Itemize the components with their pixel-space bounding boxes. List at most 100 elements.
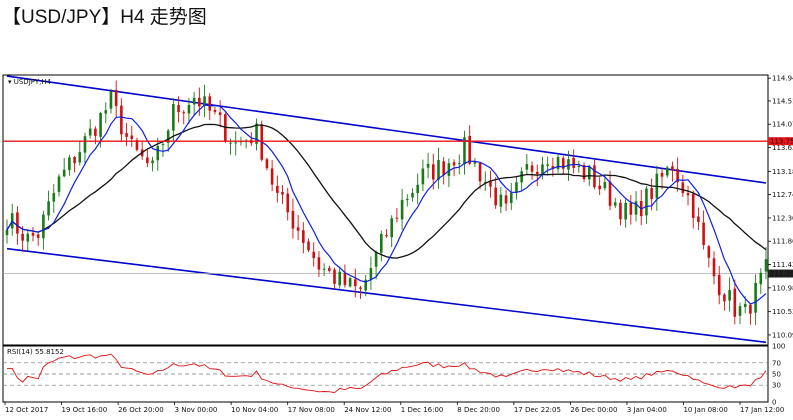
- candle-body: [322, 268, 326, 270]
- candle-body: [99, 112, 102, 137]
- candle-body: [296, 227, 300, 231]
- candle-body: [546, 164, 549, 166]
- candle-body: [759, 272, 763, 285]
- candle-body: [359, 287, 362, 289]
- candle-body: [338, 271, 342, 286]
- candle-body: [697, 216, 700, 223]
- candle-body: [717, 275, 721, 296]
- candle-body: [380, 233, 383, 253]
- candle-body: [385, 235, 388, 237]
- candle-body: [265, 159, 269, 169]
- channel-upper-line: [6, 75, 767, 184]
- candle-body: [343, 272, 347, 286]
- candle-body: [535, 171, 539, 175]
- candle-body: [587, 166, 591, 180]
- candle-body: [395, 217, 399, 219]
- candle-body: [686, 193, 690, 196]
- x-tick-label: 26 Dec 00:00: [570, 406, 617, 414]
- rsi-tick-label: 0: [772, 399, 776, 407]
- candle-body: [348, 278, 352, 287]
- candle-body: [515, 182, 518, 193]
- current-price-tag-bg: [768, 269, 793, 278]
- candle-body: [613, 202, 617, 206]
- candle-body: [364, 279, 368, 291]
- candle-body: [426, 163, 430, 168]
- candle-body: [681, 182, 685, 194]
- candle-body: [42, 214, 45, 239]
- axis-layer: 114.94 114.51 114.07 113.63 113.18 112.74 112.…: [4, 75, 793, 414]
- y-tick-label: 112.74: [772, 191, 793, 199]
- candle-body: [104, 110, 108, 114]
- candle-body: [494, 187, 497, 206]
- candle-body: [421, 168, 425, 185]
- candle-body: [598, 185, 601, 190]
- resistance-price-tag-bg: [768, 137, 793, 146]
- candle-body: [660, 172, 664, 177]
- y-tick-label: 110.53: [772, 308, 793, 316]
- x-tick-label: 19 Oct 16:00: [62, 406, 108, 414]
- candle-body: [749, 304, 752, 314]
- x-tick-label: 10 Jan 08:00: [683, 406, 727, 414]
- candle-body: [234, 142, 238, 144]
- price-pane: ▾ USDJPY,H4: [2, 74, 769, 346]
- candle-body: [187, 104, 191, 114]
- candle-body: [109, 91, 113, 109]
- x-tick-label: 10 Nov 04:00: [231, 406, 278, 414]
- x-tick-label: 17 Nov 08:00: [288, 406, 335, 414]
- candle-body: [281, 191, 284, 195]
- ma-slow-line: [6, 123, 767, 259]
- price-pane-frame: [2, 74, 769, 346]
- candle-body: [291, 210, 295, 229]
- candle-body: [499, 194, 503, 207]
- candle-body: [567, 159, 570, 170]
- candle-body: [608, 181, 612, 206]
- y-tick-label: 110.98: [772, 284, 793, 292]
- current-price-tag: 111.25: [770, 270, 793, 278]
- candle-body: [203, 96, 206, 107]
- candle-body: [400, 199, 404, 220]
- candle-body: [5, 229, 9, 236]
- candle-body: [405, 199, 409, 201]
- candle-body: [530, 165, 534, 172]
- rsi-pane: RSI(14) 55.8152: [2, 345, 769, 403]
- candle-body: [504, 195, 508, 204]
- candle-body: [676, 169, 679, 183]
- x-tick-label: 24 Nov 12:00: [344, 406, 391, 414]
- candle-body: [561, 158, 565, 169]
- candle-body: [754, 282, 757, 313]
- candle-body: [151, 160, 154, 164]
- candle-body: [161, 144, 165, 146]
- candle-body: [156, 146, 160, 161]
- candle-body: [276, 185, 279, 193]
- candle-body: [68, 157, 71, 171]
- candle-body: [26, 233, 30, 242]
- y-tick-label: 111.86: [772, 238, 793, 246]
- candle-body: [146, 157, 149, 164]
- candle-body: [36, 234, 40, 238]
- candle-body: [307, 241, 310, 251]
- x-tick-label: 17 Dec 22:05: [514, 406, 561, 414]
- rsi-tick-label: 30: [772, 382, 781, 390]
- symbol-label: ▾ USDJPY,H4: [8, 78, 52, 86]
- candle-body: [577, 165, 581, 168]
- candle-body: [764, 259, 768, 272]
- candle-body: [473, 161, 477, 164]
- candle-body: [437, 160, 440, 180]
- candle-body: [712, 258, 716, 277]
- x-tick-label: 8 Dec 20:00: [457, 406, 500, 414]
- candle-body: [208, 96, 212, 111]
- candle-body: [634, 201, 638, 215]
- candle-body: [582, 164, 586, 180]
- candle-body: [16, 212, 19, 234]
- candle-body: [629, 202, 633, 215]
- candle-body: [509, 192, 513, 204]
- candle-body: [312, 251, 316, 259]
- candle-body: [286, 193, 290, 213]
- candle-body: [270, 168, 274, 185]
- candle-body: [390, 218, 393, 238]
- candle-body: [707, 246, 711, 258]
- candle-body: [83, 136, 87, 153]
- candle-body: [302, 230, 305, 243]
- candle-body: [62, 169, 66, 177]
